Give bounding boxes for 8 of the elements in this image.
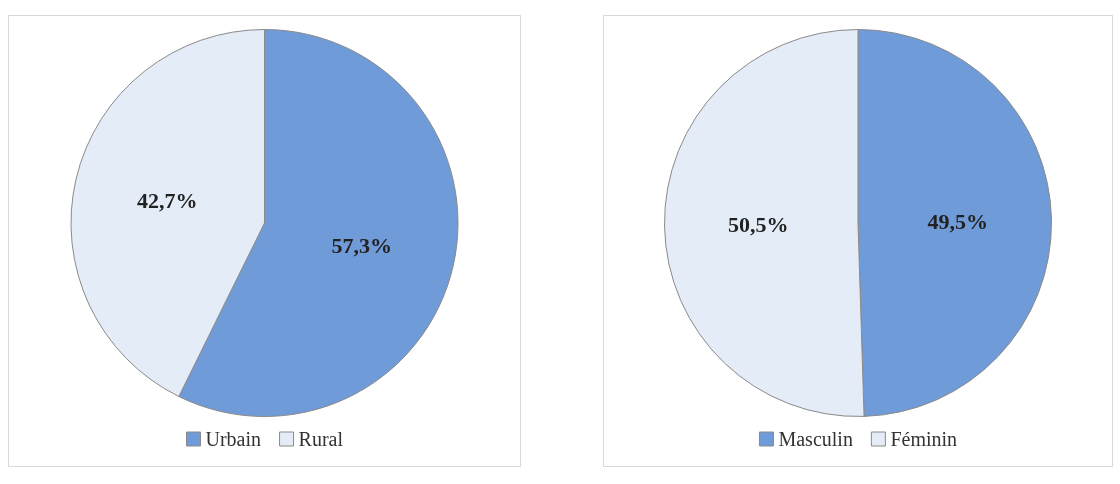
- legend-label: Rural: [298, 428, 344, 450]
- data-label: 57,3%: [331, 233, 392, 259]
- data-label: 42,7%: [137, 187, 198, 213]
- legend-label: Masculin: [778, 428, 853, 450]
- legend-label: Féminin: [890, 428, 958, 450]
- data-label: 50,5%: [728, 212, 789, 238]
- data-label: 49,5%: [927, 208, 988, 234]
- legend-label: Urbain: [205, 428, 262, 450]
